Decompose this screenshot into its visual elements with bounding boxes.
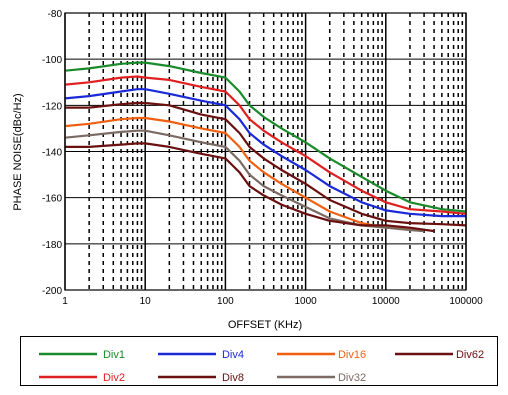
legend-label-div1: Div1	[103, 349, 125, 361]
y-axis-title: PHASE NOISE(dBc/Hz)	[12, 93, 24, 210]
legend-label-div4: Div4	[222, 349, 244, 361]
phase-noise-chart: 1 10 100 1000 10000 100000 -200 -180 -160 -140 -1…	[12, 9, 483, 331]
legend-label-div2: Div2	[103, 372, 125, 384]
x-tick-label: 1	[62, 296, 68, 307]
series-line-div2	[65, 75, 466, 215]
series-line-div4	[65, 88, 466, 218]
series-line-div8	[65, 101, 466, 227]
x-tick-label: 10000	[372, 296, 400, 307]
y-tick-label: -80	[48, 9, 63, 20]
x-tick-labels: 1 10 100 1000 10000 100000	[62, 296, 483, 307]
y-tick-label: -160	[42, 194, 62, 205]
y-tick-label: -120	[42, 101, 62, 112]
x-tick-label: 1000	[294, 296, 317, 307]
legend-label-div8: Div8	[222, 372, 244, 384]
series-line-div16	[65, 116, 425, 232]
series-line-div1	[65, 61, 466, 213]
plot-frame	[64, 12, 467, 291]
x-tick-label: 100	[217, 296, 234, 307]
y-tick-label: -100	[42, 55, 62, 66]
series-line-div62	[65, 142, 435, 233]
legend-label-div16: Div16	[338, 349, 366, 361]
legend: Div1 Div4 Div16 Div62 Div2 Div8 Div32	[20, 336, 498, 386]
series-lines	[65, 61, 466, 233]
y-tick-labels: -200 -180 -160 -140 -120 -100 -80	[42, 9, 62, 297]
grid	[64, 12, 467, 291]
legend-label-div62: Div62	[456, 349, 484, 361]
y-tick-label: -180	[42, 240, 62, 251]
legend-label-div32: Div32	[338, 372, 366, 384]
y-tick-label: -140	[42, 148, 62, 159]
x-axis-title: OFFSET (KHz)	[228, 319, 302, 331]
x-tick-label: 10	[140, 296, 152, 307]
x-tick-label: 100000	[449, 296, 483, 307]
y-tick-label: -200	[42, 286, 62, 297]
